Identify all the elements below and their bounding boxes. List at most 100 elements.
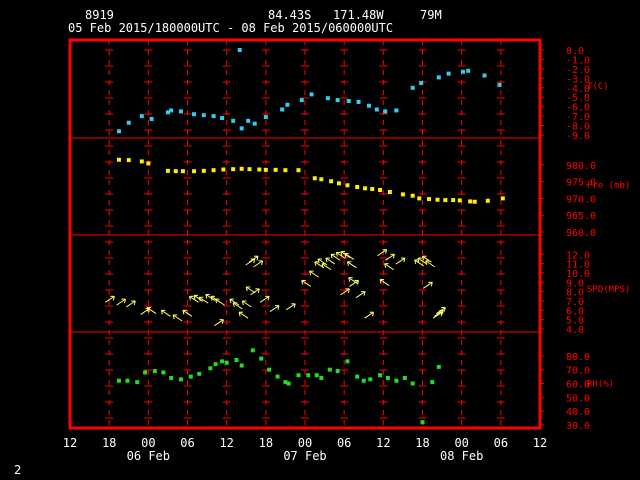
gridline-crosses	[418, 49, 427, 419]
wind-arrow	[160, 309, 171, 317]
wind-arrow	[422, 255, 432, 263]
temperature-point	[436, 75, 441, 80]
temperature-point	[220, 116, 225, 120]
wind-arrow	[215, 298, 225, 306]
pressure-point	[116, 157, 121, 162]
wind-arrow	[269, 305, 280, 313]
gridline-crosses	[496, 49, 505, 419]
humidity-point	[420, 420, 425, 425]
wind-arrow	[172, 314, 183, 322]
y-tick-label: 960.0	[566, 228, 596, 239]
wind-arrow	[198, 296, 209, 304]
x-tick-label: 06	[337, 436, 351, 450]
wind-arrow	[335, 251, 346, 259]
temperature-point	[374, 107, 379, 112]
temperature-point	[165, 110, 170, 115]
chart-frame	[68, 38, 542, 430]
wind-arrow	[105, 295, 115, 303]
period-range: 05 Feb 2015/180000UTC - 08 Feb 2015/0600…	[68, 21, 394, 35]
humidity-point	[178, 377, 183, 382]
wind-arrow	[248, 255, 259, 263]
y-tick-label: -2.0	[566, 65, 590, 76]
y-tick-label: 4.0	[566, 325, 584, 336]
humidity-point	[197, 371, 202, 376]
temperature-point	[335, 98, 340, 103]
y-tick-label: 965.0	[566, 211, 596, 222]
humidity-point	[161, 370, 166, 375]
humidity-point	[368, 377, 373, 382]
pressure-point	[146, 161, 151, 166]
temperature-point	[419, 81, 424, 86]
humidity-point	[378, 373, 383, 378]
humidity-point	[143, 370, 148, 375]
pressure-axis-label: Pre (mb)	[587, 181, 630, 191]
pressure-point	[417, 196, 422, 201]
wind-arrow	[238, 311, 249, 319]
humidity-point	[436, 364, 441, 369]
wind-arrow	[232, 302, 243, 310]
pressure-point	[296, 168, 301, 173]
wind-arrow	[205, 293, 216, 301]
gridline-crosses	[379, 49, 388, 419]
wind-arrow	[193, 294, 204, 302]
temperature-point	[201, 113, 206, 118]
day-label: 08 Feb	[440, 449, 483, 463]
y-tick-label: 50.0	[566, 393, 590, 404]
pressure-point	[472, 199, 477, 204]
y-tick-label: 975.0	[566, 178, 596, 189]
wind-arrow	[395, 257, 406, 265]
humidity-point	[208, 366, 213, 371]
y-tick-label: -9.0	[566, 131, 590, 142]
y-tick-label: -5.0	[566, 93, 590, 104]
pressure-point	[451, 198, 456, 203]
y-tick-label: 9.0	[566, 278, 584, 289]
pressure-point	[211, 168, 216, 173]
pressure-point	[139, 159, 144, 164]
temperature-point	[149, 116, 154, 121]
y-tick-label: 6.0	[566, 306, 584, 317]
pressure-point	[283, 168, 288, 173]
humidity-point	[188, 374, 193, 379]
wind-arrow	[301, 279, 312, 287]
pressure-point	[485, 198, 490, 203]
pressure-point	[312, 176, 317, 181]
wind-arrow	[385, 253, 395, 261]
humidity-point	[385, 375, 390, 380]
wind-arrow	[188, 295, 199, 303]
x-tick-label: 18	[102, 436, 116, 450]
pressure-point	[457, 198, 462, 203]
wind-arrow	[330, 253, 341, 261]
gridline-crosses	[105, 49, 114, 419]
x-tick-label: 00	[298, 436, 312, 450]
y-tick-label: 970.0	[566, 194, 596, 205]
x-tick-label: 06	[180, 436, 194, 450]
temperature-point	[178, 109, 183, 114]
humidity-axis-label: RH(%)	[587, 380, 614, 390]
temperature-point	[309, 92, 314, 97]
temperature-point	[211, 114, 216, 119]
day-label: 06 Feb	[127, 449, 170, 463]
pressure-point	[319, 177, 324, 182]
y-tick-label: -7.0	[566, 112, 590, 123]
y-tick-label: 30.0	[566, 421, 590, 432]
humidity-point	[135, 380, 140, 385]
humidity-point	[327, 367, 332, 372]
humidity-point	[239, 363, 244, 368]
wind-arrow	[325, 257, 336, 265]
pressure-point	[468, 199, 473, 204]
wind-arrow	[140, 307, 151, 315]
page-number: 2	[14, 463, 22, 477]
y-tick-label: -6.0	[566, 103, 590, 114]
y-tick-label: 5.0	[566, 316, 584, 327]
station-elevation: 79M	[420, 8, 442, 22]
pressure-point	[239, 166, 244, 171]
humidity-point	[283, 380, 288, 385]
y-tick-label: 80.0	[566, 352, 590, 363]
gridline-crosses	[261, 49, 270, 419]
wind-arrow	[425, 260, 436, 268]
y-tick-label: -3.0	[566, 74, 590, 85]
humidity-point	[224, 360, 229, 365]
wind-arrow	[116, 298, 126, 306]
pressure-point	[201, 168, 206, 173]
